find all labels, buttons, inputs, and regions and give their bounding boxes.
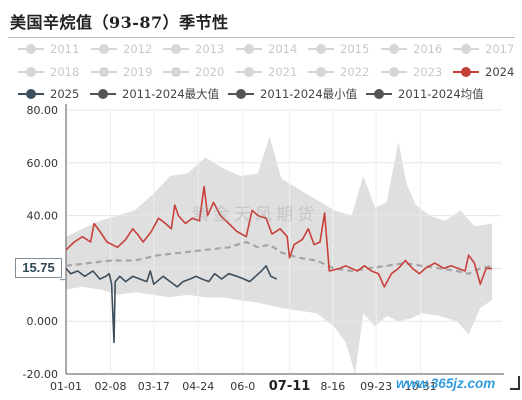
legend-item-2013[interactable]: 2013 (163, 42, 224, 56)
y-tick-label: 60.00 (27, 157, 59, 170)
series-line-2025 (65, 265, 278, 344)
x-tick-label: 10-31 (405, 380, 437, 393)
legend-label: 2023 (413, 65, 443, 79)
x-tick-label: 06-0 (230, 380, 255, 393)
legend-item-2020[interactable]: 2020 (163, 65, 224, 79)
watermark-text: 紫金天风期货 (192, 205, 318, 225)
legend-symbol-icon (18, 65, 44, 79)
legend-symbol-icon (18, 87, 44, 101)
legend-item-2025[interactable]: 2025 (18, 87, 79, 101)
legend-symbol-icon (381, 42, 407, 56)
range-band (66, 136, 492, 374)
x-tick-label-highlight: 07-11 (269, 379, 311, 394)
legend-label: 2013 (195, 42, 225, 56)
legend-label: 2020 (195, 65, 225, 79)
x-tick-label: 09-23 (360, 380, 392, 393)
y-tick-label: 40.00 (27, 210, 59, 223)
legend-item-2019[interactable]: 2019 (91, 65, 152, 79)
legend-item-2014[interactable]: 2014 (236, 42, 297, 56)
legend-item-2012[interactable]: 2012 (91, 42, 152, 56)
legend-symbol-icon (163, 42, 189, 56)
legend-item-2017[interactable]: 2017 (453, 42, 514, 56)
y-tick-label: -20.00 (23, 368, 58, 381)
series-line-2024 (65, 185, 492, 288)
legend-label: 2011-2024最小值 (260, 87, 358, 101)
legend-item-2016[interactable]: 2016 (381, 42, 442, 56)
x-tick-label: 8-16 (320, 380, 345, 393)
legend-label: 2012 (123, 42, 153, 56)
legend-symbol-icon (90, 87, 116, 101)
legend-symbol-icon (308, 42, 334, 56)
x-tick-label: 04-24 (182, 380, 214, 393)
legend-symbol-icon (91, 42, 117, 56)
legend-label: 2016 (413, 42, 443, 56)
chart-title: 美国辛烷值（93-87）季节性 (10, 13, 229, 32)
legend-item-2021[interactable]: 2021 (236, 65, 297, 79)
series-line-2011-2024均值 (65, 240, 493, 275)
legend: 2011 2012 2013 2014 2015 2016 2017 2018 2019 2020… (0, 0, 522, 110)
range-band-layer (66, 136, 492, 374)
legend-symbol-icon (453, 42, 479, 56)
legend-item-2022[interactable]: 2022 (308, 65, 369, 79)
title-divider (8, 37, 515, 38)
legend-item-2024[interactable]: 2024 (453, 65, 514, 79)
legend-symbol-icon (366, 87, 392, 101)
axes (60, 104, 504, 375)
legend-label: 2021 (268, 65, 298, 79)
legend-label: 2014 (268, 42, 298, 56)
legend-label: 2017 (485, 42, 515, 56)
legend-label: 2019 (123, 65, 153, 79)
legend-label: 2011-2024最大值 (122, 87, 220, 101)
legend-label: 2024 (485, 65, 515, 79)
legend-label: 2015 (340, 42, 370, 56)
legend-symbol-icon (91, 65, 117, 79)
legend-label: 2011 (50, 42, 80, 56)
legend-item-2011-2024均值[interactable]: 2011-2024均值 (366, 87, 484, 101)
legend-symbol-icon (236, 65, 262, 79)
watermark-site: www.365jz.com (396, 376, 496, 391)
legend-symbol-icon (381, 65, 407, 79)
legend-symbol-icon (308, 65, 334, 79)
x-tick-label: 03-17 (138, 380, 170, 393)
legend-symbol-icon (18, 42, 44, 56)
legend-item-2011-2024最小值[interactable]: 2011-2024最小值 (228, 87, 357, 101)
legend-label: 2018 (50, 65, 80, 79)
legend-label: 2011-2024均值 (398, 87, 484, 101)
legend-label: 2025 (50, 87, 80, 101)
legend-item-2011-2024最大值[interactable]: 2011-2024最大值 (90, 87, 219, 101)
legend-symbol-icon (163, 65, 189, 79)
crosshair-value-badge: 15.75 (15, 258, 62, 278)
legend-label: 2022 (340, 65, 370, 79)
legend-item-2015[interactable]: 2015 (308, 42, 369, 56)
watermark-bracket-icon (510, 376, 520, 390)
y-tick-label: 80.00 (27, 104, 59, 117)
legend-item-2011[interactable]: 2011 (18, 42, 79, 56)
legend-item-2018[interactable]: 2018 (18, 65, 79, 79)
x-tick-label: 02-08 (94, 380, 126, 393)
legend-symbol-icon (228, 87, 254, 101)
x-tick-label: 01-01 (50, 380, 82, 393)
y-tick-label: 0.000 (27, 315, 59, 328)
legend-item-2023[interactable]: 2023 (381, 65, 442, 79)
legend-symbol-icon (453, 65, 479, 79)
series-layer (65, 185, 493, 344)
legend-symbol-icon (236, 42, 262, 56)
